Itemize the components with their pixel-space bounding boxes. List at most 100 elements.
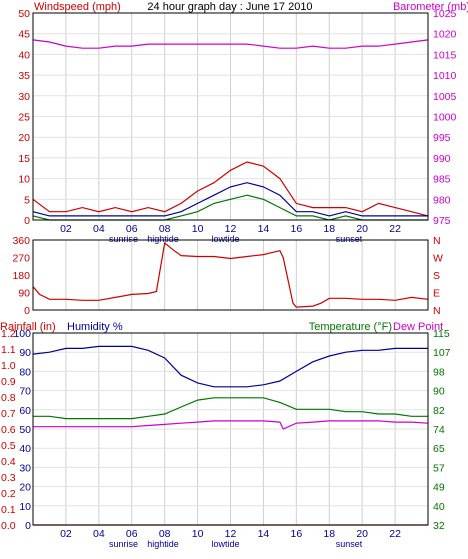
- barometer-tick: 980: [433, 194, 451, 206]
- x-axis-ticks: 02 04 06 08 10 12 14 16 18 20 22: [60, 223, 401, 235]
- rainfall-tick: 0.0: [1, 520, 16, 532]
- rainfall-tick: 0.4: [1, 456, 16, 468]
- barometer-axis-label: Barometer (mb): [393, 1, 468, 13]
- barometer-axis-ticks: 975 980 985 990 995 1000 1005 1010 1015 1020 1025: [433, 8, 457, 227]
- x-tick-label: 04: [93, 223, 105, 235]
- humidity-tick: 100: [13, 328, 31, 340]
- event-label: hightide: [147, 234, 179, 244]
- windspeed-tick: 40: [18, 49, 30, 61]
- barometer-tick: 975: [433, 215, 451, 227]
- compass-tick: N: [433, 305, 441, 317]
- grid: [33, 13, 428, 220]
- windspeed-tick: 25: [18, 112, 30, 124]
- x-tick-label: 14: [258, 223, 270, 235]
- windspeed-tick: 45: [18, 29, 30, 41]
- windspeed-tick: 15: [18, 153, 30, 165]
- rainfall-tick: 0.9: [1, 376, 16, 388]
- windspeed-axis-label: Windspeed (mph): [34, 1, 121, 13]
- temperature-line: [33, 397, 428, 420]
- temperature-tick: 90: [433, 386, 445, 398]
- windspeed-tick: 20: [18, 132, 30, 144]
- temperature-tick: 107: [433, 347, 451, 359]
- x-tick-label: 10: [192, 528, 204, 540]
- rainfall-tick: 0.7: [1, 408, 16, 420]
- humidity-tick: 20: [19, 482, 31, 494]
- x-tick-label: 22: [389, 223, 401, 235]
- temperature-tick: 49: [433, 482, 445, 494]
- event-label: hightide: [147, 539, 179, 549]
- rainfall-tick: 1.0: [1, 360, 16, 372]
- temperature-tick: 40: [433, 501, 445, 513]
- humidity-axis-ticks: 0 10 20 30 40 50 60 70 80 90 100: [13, 328, 31, 532]
- compass-tick: W: [433, 253, 443, 265]
- humidity-tick: 60: [19, 405, 31, 417]
- x-tick-label: 16: [290, 223, 302, 235]
- wind-direction-line: [32, 241, 429, 308]
- grid: [65, 240, 396, 310]
- rainfall-axis-label: Rainfall (in): [0, 321, 56, 333]
- rainfall-tick: 1.1: [1, 344, 16, 356]
- direction-tick: 0: [24, 305, 30, 317]
- humidity-tick: 40: [19, 443, 31, 455]
- dew-point-label: Dew Point: [393, 321, 443, 333]
- rainfall-tick: 0.2: [1, 488, 16, 500]
- event-labels: sunrise hightide lowtide sunset: [109, 234, 363, 244]
- rainfall-tick: 0.8: [1, 392, 16, 404]
- barometer-tick: 1025: [433, 8, 457, 20]
- compass-tick: S: [433, 270, 440, 282]
- humidity-tick: 90: [19, 347, 31, 359]
- rainfall-axis-ticks: 0.0 0.1 0.2 0.3 0.4 0.5 0.6 0.7 0.8 0.9 1.0 1.1 1.2: [1, 328, 16, 532]
- barometer-tick: 1020: [433, 29, 457, 41]
- humidity-tick: 30: [19, 462, 31, 474]
- rainfall-tick: 1.2: [1, 328, 16, 340]
- x-tick-label: 18: [323, 528, 335, 540]
- barometer-tick: 985: [433, 174, 451, 186]
- magenta-series-line: [32, 39, 429, 49]
- temperature-tick: 74: [433, 424, 445, 436]
- plot-frame: [32, 239, 429, 311]
- x-tick-label: 06: [126, 223, 138, 235]
- blue-series-line: [32, 182, 428, 217]
- grid: [33, 333, 428, 525]
- humidity-tick: 10: [19, 501, 31, 513]
- humidity-line: [32, 345, 428, 388]
- x-tick-label: 14: [258, 528, 270, 540]
- temperature-tick: 65: [433, 443, 445, 455]
- temperature-tick: 32: [433, 520, 445, 532]
- humidity-axis-label: Humidity %: [67, 321, 123, 333]
- direction-axis-ticks: 0 90 180 270 360: [12, 235, 30, 317]
- direction-tick: 270: [12, 253, 30, 265]
- rainfall-tick: 0.1: [1, 504, 16, 516]
- windspeed-tick: 30: [18, 91, 30, 103]
- direction-tick: 360: [12, 235, 30, 247]
- temperature-tick: 57: [433, 462, 445, 474]
- direction-tick: 180: [12, 270, 30, 282]
- barometer-tick: 995: [433, 132, 451, 144]
- dew-point-line: [33, 420, 429, 430]
- event-label: sunset: [336, 234, 363, 244]
- x-tick-label: 16: [290, 528, 302, 540]
- x-tick-label: 20: [356, 223, 368, 235]
- temperature-tick: 82: [433, 405, 445, 417]
- temperature-tick: 98: [433, 366, 445, 378]
- temperature-axis-ticks: 32 40 49 57 65 74 82 90 98 107 115: [433, 328, 451, 532]
- x-axis-ticks: 02 04 06 08 10 12 14 16 18 20 22: [60, 528, 401, 540]
- direction-tick: 90: [18, 288, 30, 300]
- event-label: sunrise: [109, 539, 138, 549]
- barometer-tick: 1015: [433, 49, 457, 61]
- plot-frame: [32, 332, 429, 526]
- barometer-tick: 990: [433, 153, 451, 165]
- rainfall-tick: 0.6: [1, 424, 16, 436]
- event-label: lowtide: [212, 539, 240, 549]
- windspeed-tick: 10: [18, 174, 30, 186]
- event-label: lowtide: [212, 234, 240, 244]
- rainfall-tick: 0.3: [1, 472, 16, 484]
- x-tick-label: 02: [60, 223, 72, 235]
- x-tick-label: 04: [93, 528, 105, 540]
- humidity-tick: 70: [19, 386, 31, 398]
- windspeed-axis-ticks: 0 5 10 15 20 25 30 35 40 45 50: [18, 8, 30, 227]
- barometer-tick: 1010: [433, 70, 457, 82]
